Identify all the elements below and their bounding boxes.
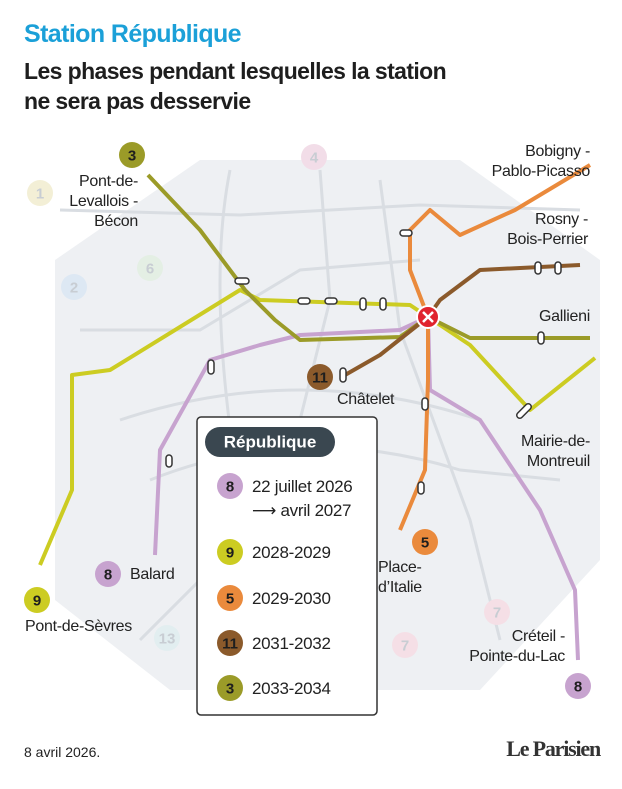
- line-number: 11: [222, 636, 238, 653]
- republique-cross: [422, 311, 434, 323]
- line-number: 11: [312, 370, 328, 387]
- station-label: Pont-de-Sèvres: [25, 618, 132, 635]
- line-badge: [119, 142, 145, 168]
- line-number: 7: [493, 605, 501, 622]
- line-number: 9: [33, 593, 41, 610]
- legend-period: 22 juillet 2026 ⟶ avril 2027: [252, 477, 353, 520]
- line-number: 5: [226, 591, 234, 608]
- line-number: 3: [128, 148, 136, 165]
- legend-title: République: [224, 433, 317, 452]
- station-label: Balard: [130, 566, 175, 583]
- line-badge: [217, 539, 243, 565]
- line-badge: [307, 364, 333, 390]
- subtitle: Les phases pendant lesquelles la station…: [24, 58, 447, 114]
- line-number: 6: [146, 261, 154, 278]
- legend-period: 2033-2034: [252, 679, 331, 698]
- line-badge: [301, 144, 327, 170]
- line-number: 3: [226, 681, 234, 698]
- line-badge: [27, 180, 53, 206]
- line-badge: [392, 632, 418, 658]
- line-3: [146, 173, 590, 342]
- station-label: Bobigny - Pablo-Picasso: [491, 143, 591, 180]
- line-number: 9: [226, 545, 234, 562]
- line-badge: [137, 255, 163, 281]
- station-label: Pont-de- Levallois - Bécon: [69, 173, 138, 230]
- line-badge: [217, 630, 243, 656]
- station-label: Châtelet: [337, 391, 395, 408]
- station-label: Place- d’Italie: [378, 559, 422, 596]
- line-number: 13: [159, 631, 176, 648]
- stations: [165, 229, 562, 495]
- legend-title-pill: [205, 427, 335, 457]
- line-badge: [24, 587, 50, 613]
- line-number: 8: [574, 679, 582, 696]
- legend-period: 2028-2029: [252, 543, 331, 562]
- line-number: 1: [36, 186, 44, 203]
- lines: [38, 163, 597, 661]
- line-number: 2: [70, 280, 78, 297]
- line-badge: [217, 585, 243, 611]
- line-9: [38, 288, 597, 566]
- legend-period: 2031-2032: [252, 634, 331, 653]
- line-badge: [565, 673, 591, 699]
- station-label: Gallieni: [539, 308, 590, 325]
- line-8: [153, 315, 580, 661]
- line-badge: [412, 529, 438, 555]
- line-badge: [154, 625, 180, 651]
- line-number: 8: [226, 479, 234, 496]
- logo: Le Parisien: [506, 736, 601, 761]
- line-number: 5: [421, 535, 429, 552]
- title: Station République: [24, 20, 242, 48]
- line-number: 4: [310, 150, 319, 167]
- legend-box: [196, 416, 378, 716]
- station-label: Mairie-de- Montreuil: [520, 433, 590, 470]
- station-label: Rosny - Bois-Perrier: [507, 211, 588, 248]
- line-number: 8: [104, 567, 112, 584]
- date: 8 avril 2026.: [24, 744, 101, 760]
- line-badge: [95, 561, 121, 587]
- station-label: Créteil - Pointe-du-Lac: [469, 628, 565, 665]
- line-badge: [61, 274, 87, 300]
- line-number: 7: [401, 638, 409, 655]
- line-badge: [484, 599, 510, 625]
- line-badge: [217, 473, 243, 499]
- line-5: [398, 163, 592, 531]
- line-badge: [217, 675, 243, 701]
- legend-period: 2029-2030: [252, 589, 331, 608]
